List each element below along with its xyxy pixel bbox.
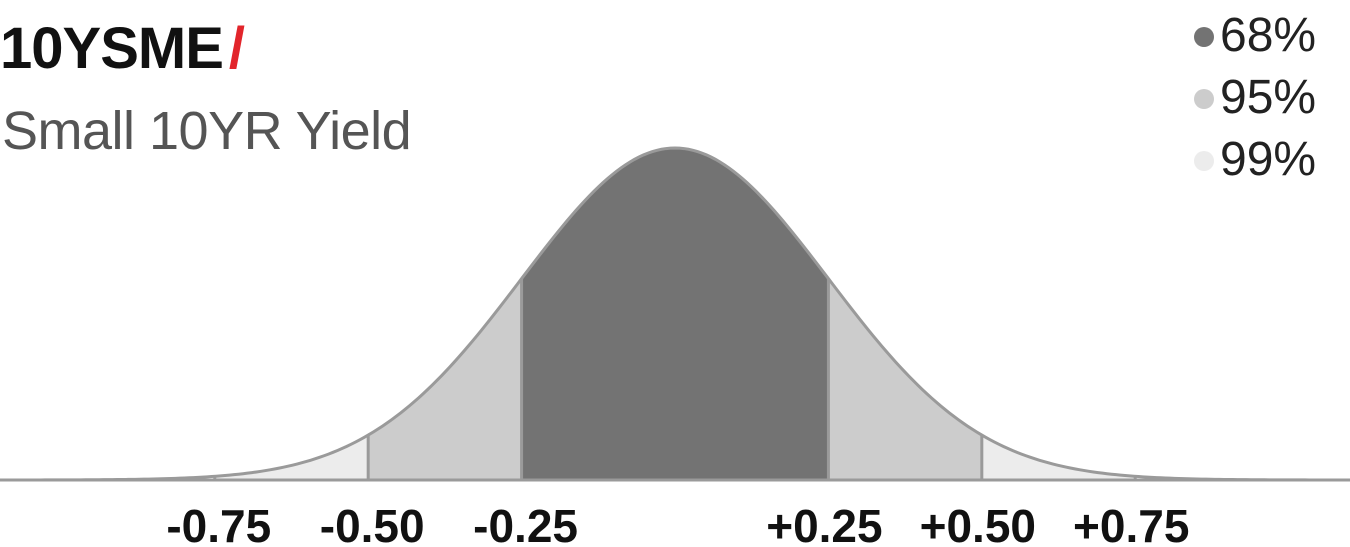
legend-label: 99% <box>1220 133 1317 186</box>
legend-item: 99% <box>1180 130 1350 192</box>
title-slash: / <box>228 16 245 81</box>
legend-item: 95% <box>1180 68 1350 130</box>
x-tick-label: +0.50 <box>920 500 1036 547</box>
legend-item: 68% <box>1180 6 1350 68</box>
x-tick-label: +0.25 <box>766 500 882 547</box>
legend-label: 68% <box>1220 9 1317 62</box>
band-68pct <box>521 148 829 480</box>
x-tick-label: +0.75 <box>1073 500 1189 547</box>
legend-dot <box>1194 89 1214 109</box>
legend-dot <box>1194 151 1214 171</box>
legend-dot <box>1194 27 1214 47</box>
x-tick-label: -0.25 <box>473 500 578 547</box>
legend: 68% 95% 99% <box>1180 6 1350 192</box>
legend-label: 95% <box>1220 71 1317 124</box>
x-tick-label: -0.50 <box>320 500 425 547</box>
chart-title: 10YSME / <box>0 20 245 78</box>
chart-subtitle: Small 10YR Yield <box>2 101 412 161</box>
title-text: 10YSME <box>0 16 224 81</box>
distribution-curve <box>0 146 1350 482</box>
x-tick-label: -0.75 <box>166 500 271 547</box>
